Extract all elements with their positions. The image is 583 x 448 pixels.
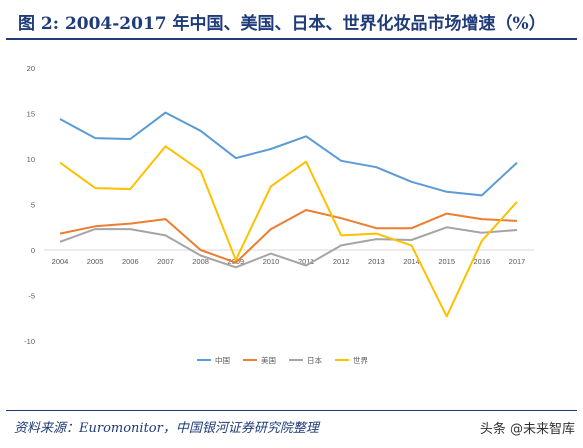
footer-divider [6,410,577,411]
series-line-日本 [59,226,518,269]
y-tick-label: -5 [28,292,35,301]
title-divider [6,38,577,40]
y-tick-label: 10 [27,155,35,164]
x-tick-label: 2015 [438,257,455,266]
y-tick-label: 15 [27,110,35,119]
x-tick-label: 2012 [333,257,350,266]
line-chart: -10 -5 0 5 10 15 20 2004 2005 2006 2007 2008 2009 201… [0,44,583,404]
x-tick-label: 2013 [368,257,385,266]
x-tick-label: 2005 [87,257,104,266]
header: 图 2: 2004-2017 年中国、美国、日本、世界化妆品市场增速（%） [0,0,583,42]
x-tick-label: 2017 [509,257,526,266]
x-tick-label: 2007 [157,257,174,266]
x-tick-label: 2016 [474,257,491,266]
watermark: 头条 @未来智库 [480,418,575,437]
series-line-世界 [59,145,518,318]
x-tick-label: 2008 [192,257,209,266]
y-tick-label: 20 [27,64,35,73]
x-tick-label: 2004 [52,257,69,266]
y-tick-label: -10 [24,337,35,346]
legend-label: 美国 [261,355,276,365]
page-title: 图 2: 2004-2017 年中国、美国、日本、世界化妆品市场增速（%） [18,14,546,34]
x-tick-label: 2014 [403,257,420,266]
y-tick-label: 5 [31,201,35,210]
legend-label: 世界 [353,355,368,365]
y-tick-label: 0 [31,246,35,255]
series-line-中国 [59,111,518,197]
x-tick-label: 2010 [263,257,280,266]
x-tick-label: 2011 [298,257,314,266]
series-line-美国 [59,209,518,264]
legend-label: 日本 [307,355,322,365]
watermark-text: 头条 @未来智库 [479,422,575,437]
x-tick-label: 2006 [122,257,139,266]
source-note: 资料来源：Euromonitor，中国银河证券研究院整理 [14,421,319,436]
legend-label: 中国 [215,355,230,365]
